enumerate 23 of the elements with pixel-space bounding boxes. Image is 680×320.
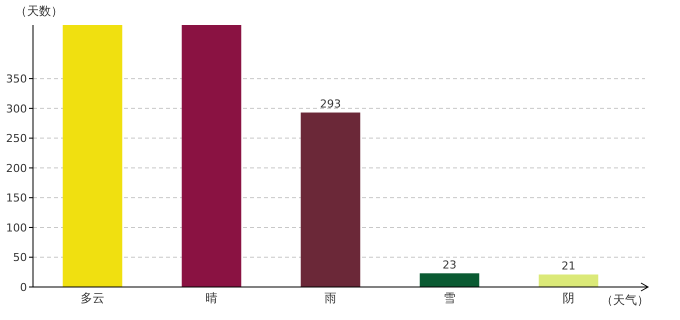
y-tick-label: 50 <box>13 251 27 264</box>
x-tick-label: 雪 <box>444 291 456 305</box>
bar <box>300 112 360 287</box>
x-tick-label: 多云 <box>80 291 104 305</box>
y-tick-label: 200 <box>6 162 27 175</box>
y-tick-label: 150 <box>6 192 27 205</box>
y-tick-label: 0 <box>20 281 27 294</box>
x-tick-label: 阴 <box>562 291 574 305</box>
x-tick-label: 晴 <box>206 291 218 305</box>
y-tick-label: 100 <box>6 221 27 234</box>
bar <box>538 274 598 287</box>
y-tick-label: 250 <box>6 132 27 146</box>
data-label: 21 <box>562 259 576 272</box>
y-axis-title: （天数） <box>15 4 63 18</box>
data-label: 293 <box>320 98 341 111</box>
y-tick-label: 350 <box>6 72 27 86</box>
bar <box>420 273 480 287</box>
bar <box>182 25 242 287</box>
y-tick-label: 300 <box>6 102 27 116</box>
x-axis-title: （天气） <box>601 293 649 307</box>
bar <box>62 25 122 287</box>
x-tick-label: 雨 <box>324 291 336 305</box>
data-label: 23 <box>442 258 456 272</box>
